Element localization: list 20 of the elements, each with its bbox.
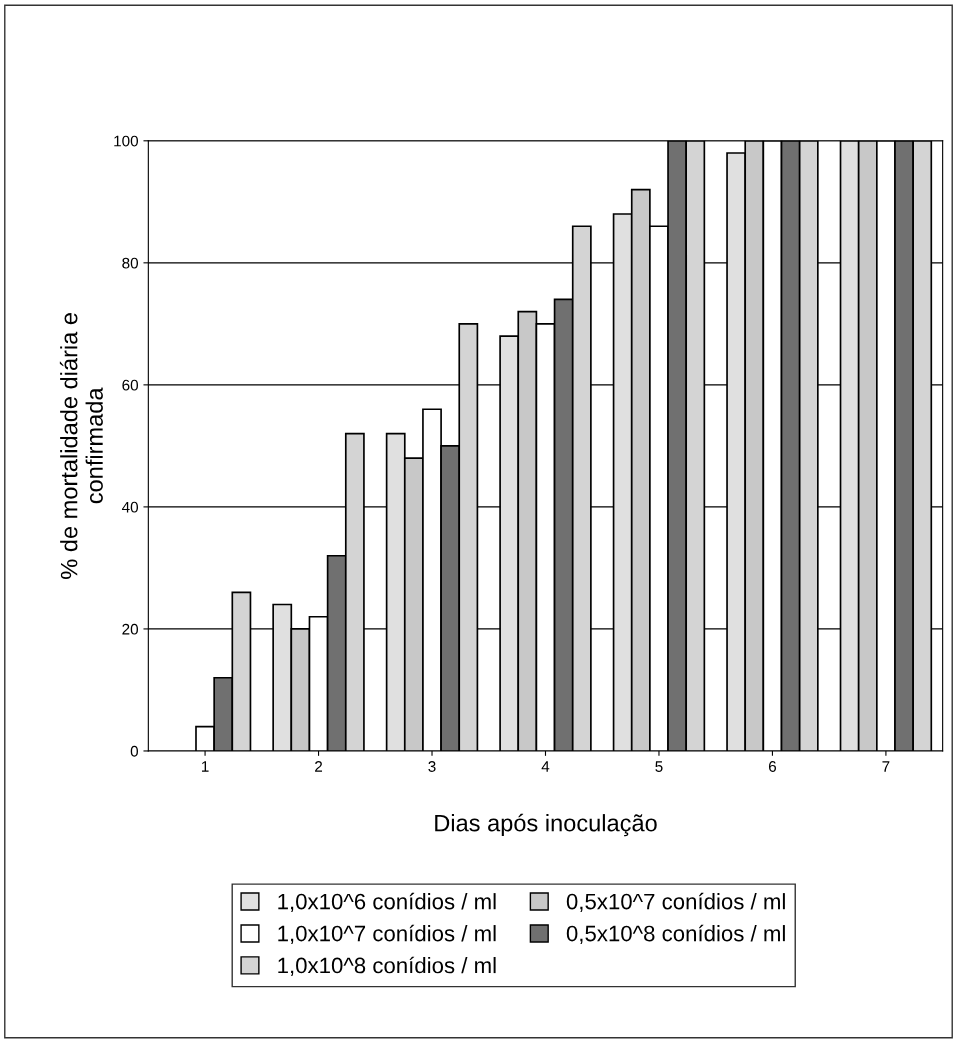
x-axis-title: Dias após inoculação: [435, 813, 657, 837]
legend-label: 1,0x10^7 conídios / ml: [278, 924, 496, 944]
x-tick-label: 4: [541, 761, 550, 772]
x-tick-label: 7: [882, 761, 890, 772]
y-tick-label: 20: [122, 623, 139, 635]
legend-label: 0,5x10^8 conídios / ml: [566, 924, 785, 944]
x-tick-label: 2: [315, 761, 323, 772]
legend-label: 1,0x10^6 conídios / ml: [278, 892, 496, 913]
y-tick-label: 80: [122, 257, 139, 269]
y-axis-title: % de mortalidade diária e confirmada: [59, 313, 103, 579]
legend-label: 1,0x10^8 conídios / ml: [278, 956, 496, 976]
x-tick-label: 3: [428, 761, 436, 772]
x-tick-label: 1: [201, 761, 209, 772]
y-tick-label: 0: [130, 745, 139, 757]
y-tick-label: 40: [121, 501, 139, 513]
x-tick-label: 5: [655, 761, 663, 772]
x-tick-label: 6: [768, 761, 777, 772]
y-tick-label: 100: [114, 135, 139, 147]
y-tick-label: 60: [122, 379, 139, 391]
legend-label: 0,5x10^7 conídios / ml: [566, 892, 785, 913]
